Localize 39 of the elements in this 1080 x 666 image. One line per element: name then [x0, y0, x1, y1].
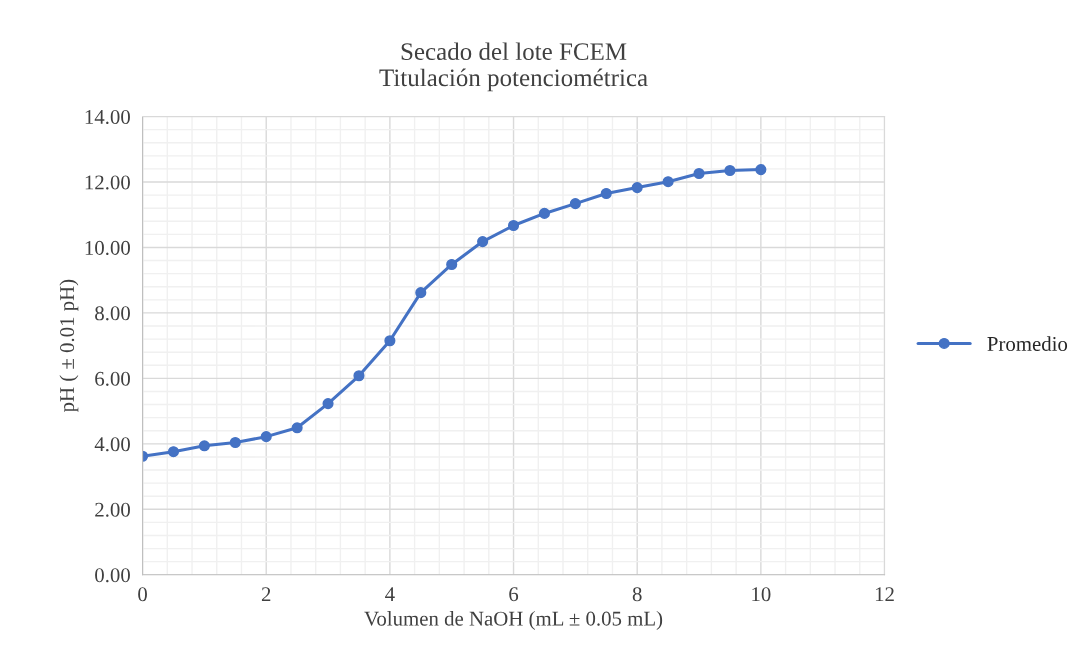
- point: [507, 219, 520, 232]
- point: [167, 446, 180, 458]
- y-tick-label: 0.00: [95, 568, 130, 583]
- x-tick-label: 0: [138, 587, 147, 602]
- y-tick-label: 10.00: [85, 240, 130, 255]
- point: [229, 436, 241, 449]
- x-tick-label: 8: [632, 587, 642, 602]
- y-tick-label: 8.00: [95, 306, 130, 321]
- legend-label: Promedio: [987, 336, 1068, 351]
- point: [538, 207, 551, 219]
- point: [353, 370, 365, 382]
- chart-title: Secado del lote FCEM Titulación potenciométrica: [379, 42, 648, 92]
- y-tick-label: 12.00: [85, 175, 130, 190]
- point: [693, 167, 705, 180]
- y-tick-label: 4.00: [94, 437, 130, 452]
- point: [755, 164, 767, 176]
- x-tick-label: 12: [875, 587, 894, 602]
- point: [198, 440, 210, 452]
- point: [291, 422, 303, 434]
- x-tick-label: 6: [509, 587, 519, 602]
- point: [446, 258, 458, 271]
- point: [477, 236, 489, 248]
- point: [600, 187, 612, 200]
- x-tick-label: 10: [752, 587, 771, 602]
- point: [322, 398, 334, 410]
- y-tick-label: 6.00: [95, 371, 130, 386]
- y-tick-label: 2.00: [95, 502, 130, 517]
- point: [415, 287, 427, 299]
- x-axis-title: Volumen de NaOH (mL ± 0.05 mL): [364, 611, 663, 630]
- x-tick-label: 2: [261, 587, 271, 602]
- x-tick-label: 4: [385, 587, 395, 602]
- point: [631, 182, 643, 194]
- point: [384, 335, 396, 347]
- point: [662, 176, 674, 188]
- point: [724, 164, 736, 177]
- y-axis-title: pH ( ± 0.01 pH): [59, 279, 79, 413]
- point: [260, 431, 272, 443]
- y-tick-label: 14.00: [85, 109, 130, 125]
- point: [569, 198, 581, 210]
